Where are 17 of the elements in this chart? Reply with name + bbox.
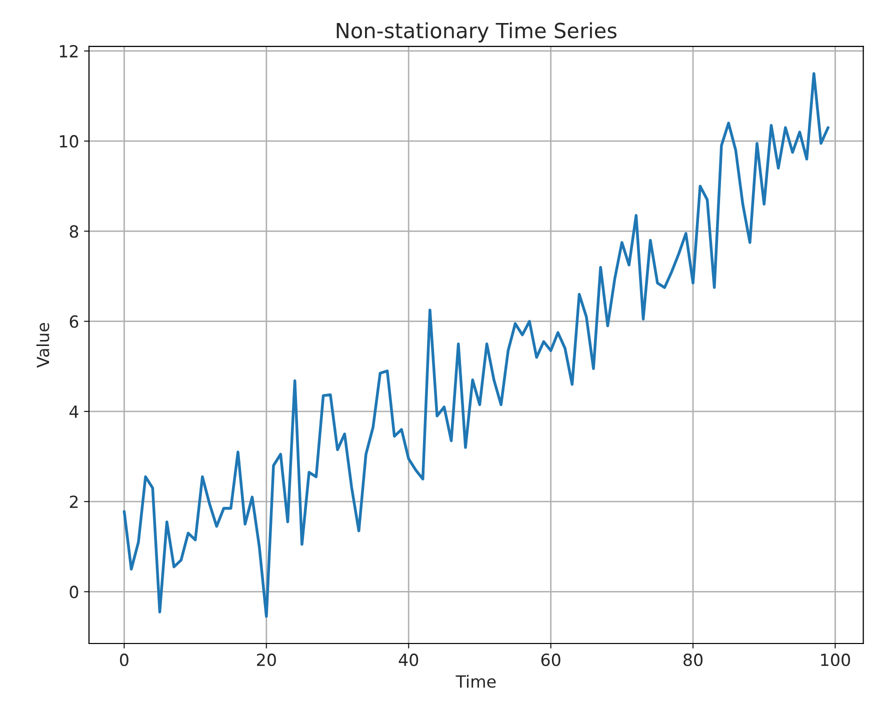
x-axis-title: Time: [456, 674, 496, 688]
x-tick-label: 40: [398, 654, 418, 666]
x-tick-label: 80: [684, 654, 703, 666]
y-tick-label: 4: [69, 406, 78, 418]
line-series: [122, 72, 830, 618]
y-tick-label: 10: [60, 135, 78, 148]
chart-title: Non-stationary Time Series: [336, 22, 616, 42]
x-tick-label: 0: [120, 654, 128, 666]
y-tick-label: 8: [70, 225, 78, 238]
y-tick-label: 12: [60, 44, 78, 58]
y-tick-label: 0: [70, 586, 78, 598]
y-tick-label: 6: [70, 315, 78, 328]
x-tick-label: 100: [821, 654, 850, 666]
y-axis-title: Value: [36, 322, 50, 368]
x-tick-label: 60: [541, 654, 560, 666]
y-tick-label: 2: [70, 496, 78, 508]
x-tick-label: 20: [257, 654, 276, 666]
